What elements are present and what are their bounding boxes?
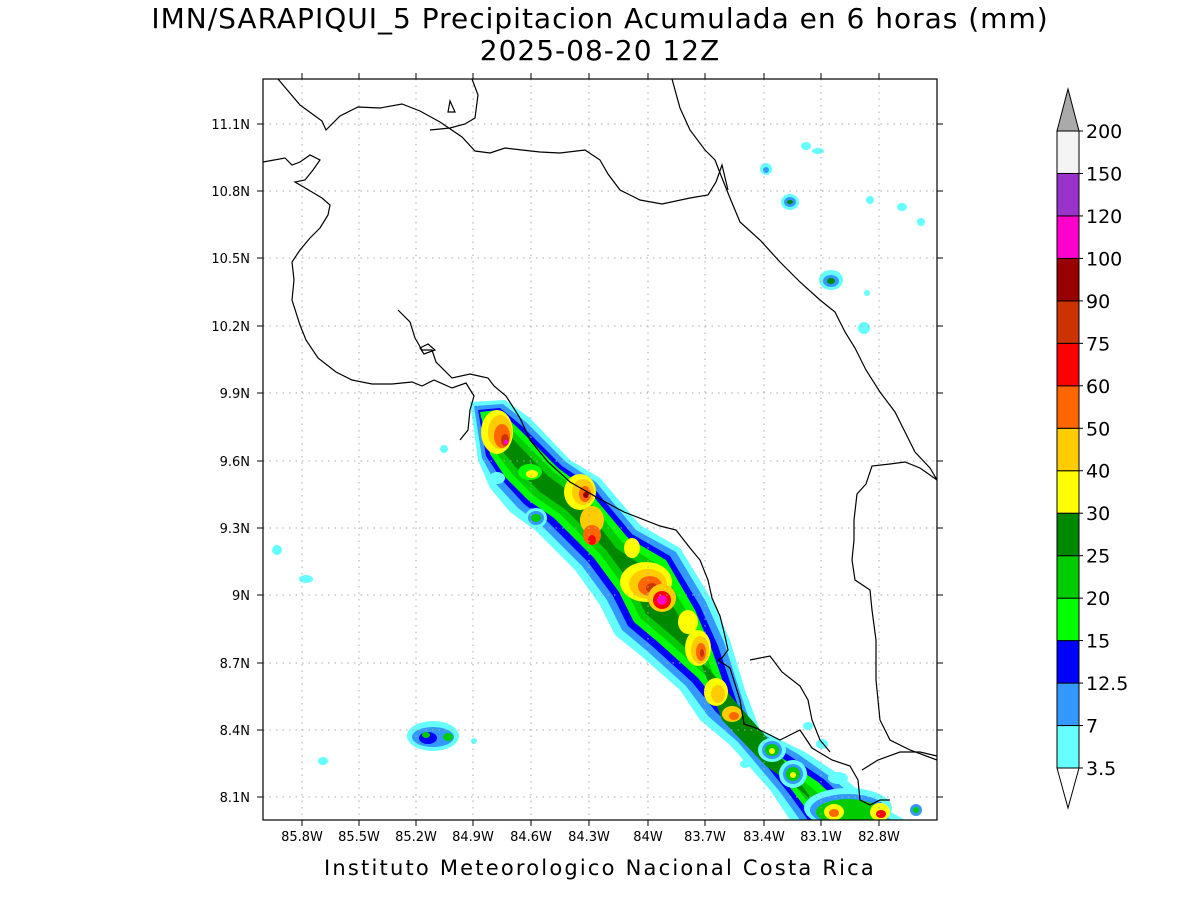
lon-tick-label: 82.8W — [858, 830, 900, 845]
lat-tick-label: 11.1N — [211, 118, 250, 133]
footer-credit: Instituto Meteorologico Nacional Costa R… — [324, 856, 876, 880]
panama-pacific-coast — [861, 751, 937, 771]
colorbar-box — [1056, 300, 1080, 344]
lon-tick-label: 84.6W — [510, 830, 552, 845]
colorbar-label: 40 — [1086, 461, 1110, 483]
colorbar-label: 120 — [1086, 206, 1122, 228]
colorbar-box — [1056, 130, 1080, 174]
golfo-dulce — [749, 655, 831, 753]
grid-lines — [263, 79, 937, 820]
colorbar-box — [1056, 512, 1080, 557]
precip-scattered — [272, 142, 925, 765]
lon-tick-label: 84W — [633, 830, 663, 845]
colorbar-label: 15 — [1086, 631, 1110, 653]
colorbar-label: 20 — [1086, 588, 1110, 610]
colorbar-label: 90 — [1086, 291, 1110, 313]
precip-cores — [481, 410, 742, 722]
colorbar-box — [1056, 682, 1080, 727]
lon-tick-label: 85.5W — [338, 830, 380, 845]
lat-tick-label: 9.3N — [220, 522, 250, 537]
lat-tick-label: 10.2N — [211, 320, 250, 335]
lat-tick-label: 9N — [232, 589, 250, 604]
colorbar-label: 30 — [1086, 503, 1110, 525]
colorbar-box — [1056, 215, 1080, 259]
colorbar-label: 200 — [1086, 121, 1122, 143]
colorbar-label: 50 — [1086, 418, 1110, 440]
colorbar-label: 12.5 — [1086, 673, 1128, 695]
colorbar: 3.5 7 12.5 15 20 25 30 40 50 60 75 90 100 120 150 200 — [1056, 87, 1128, 810]
map-date: 2025-08-20 12Z — [479, 34, 721, 67]
lat-tick-label: 9.6N — [220, 455, 250, 470]
caribbean-coast — [671, 79, 937, 481]
colorbar-label: 7 — [1086, 716, 1098, 738]
precip-band-dark — [488, 418, 842, 820]
lat-tick-label: 8.4N — [220, 724, 250, 739]
nicoya-gulf — [397, 309, 729, 661]
chira-island — [419, 343, 437, 355]
colorbar-max-triangle — [1056, 87, 1080, 132]
osa-peninsula — [717, 659, 890, 806]
coastlines — [263, 79, 937, 806]
pacific-coast-north — [263, 154, 475, 441]
colorbar-label: 100 — [1086, 248, 1122, 270]
lon-tick-label: 83.7W — [684, 830, 726, 845]
lon-tick-label: 85.8W — [281, 830, 323, 845]
lat-tick-label: 10.5N — [211, 252, 250, 267]
lon-tick-label: 84.9W — [452, 830, 494, 845]
lon-tick-label: 84.3W — [568, 830, 610, 845]
colorbar-box — [1056, 385, 1080, 429]
map-frame — [262, 78, 938, 821]
colorbar-label: 25 — [1086, 546, 1110, 568]
colorbar-min-triangle — [1056, 767, 1080, 810]
lake-island — [447, 99, 456, 113]
precip-southeast — [740, 738, 922, 820]
lon-tick-label: 85.2W — [395, 830, 437, 845]
colorbar-box — [1056, 725, 1080, 769]
colorbar-box — [1056, 640, 1080, 684]
lon-tick-label: 83.1W — [800, 830, 842, 845]
lat-tick-label: 8.1N — [220, 791, 250, 806]
nicaragua-border — [277, 79, 729, 205]
colorbar-box — [1056, 427, 1080, 472]
axis-ticks: 85.8W 85.5W 85.2W 84.9W 84.6W 84.3W 84W 83.7W 83… — [211, 73, 943, 845]
colorbar-box — [1056, 470, 1080, 514]
lat-tick-label: 9.9N — [220, 387, 250, 402]
lat-tick-label: 10.8N — [211, 185, 250, 200]
colorbar-box — [1056, 172, 1080, 217]
lat-tick-label: 8.7N — [220, 657, 250, 672]
colorbar-label: 75 — [1086, 333, 1110, 355]
colorbar-box — [1056, 257, 1080, 302]
colorbar-label: 3.5 — [1086, 758, 1116, 780]
panama-border — [851, 461, 937, 761]
colorbar-label: 60 — [1086, 376, 1110, 398]
colorbar-box — [1056, 555, 1080, 599]
map-title: IMN/SARAPIQUI_5 Precipitacion Acumulada … — [151, 2, 1049, 35]
colorbar-box — [1056, 342, 1080, 387]
colorbar-box — [1056, 597, 1080, 642]
lon-tick-label: 83.4W — [743, 830, 785, 845]
lake-nicaragua-shore — [429, 79, 479, 131]
colorbar-label: 150 — [1086, 163, 1122, 185]
precipitation-field — [272, 142, 925, 820]
